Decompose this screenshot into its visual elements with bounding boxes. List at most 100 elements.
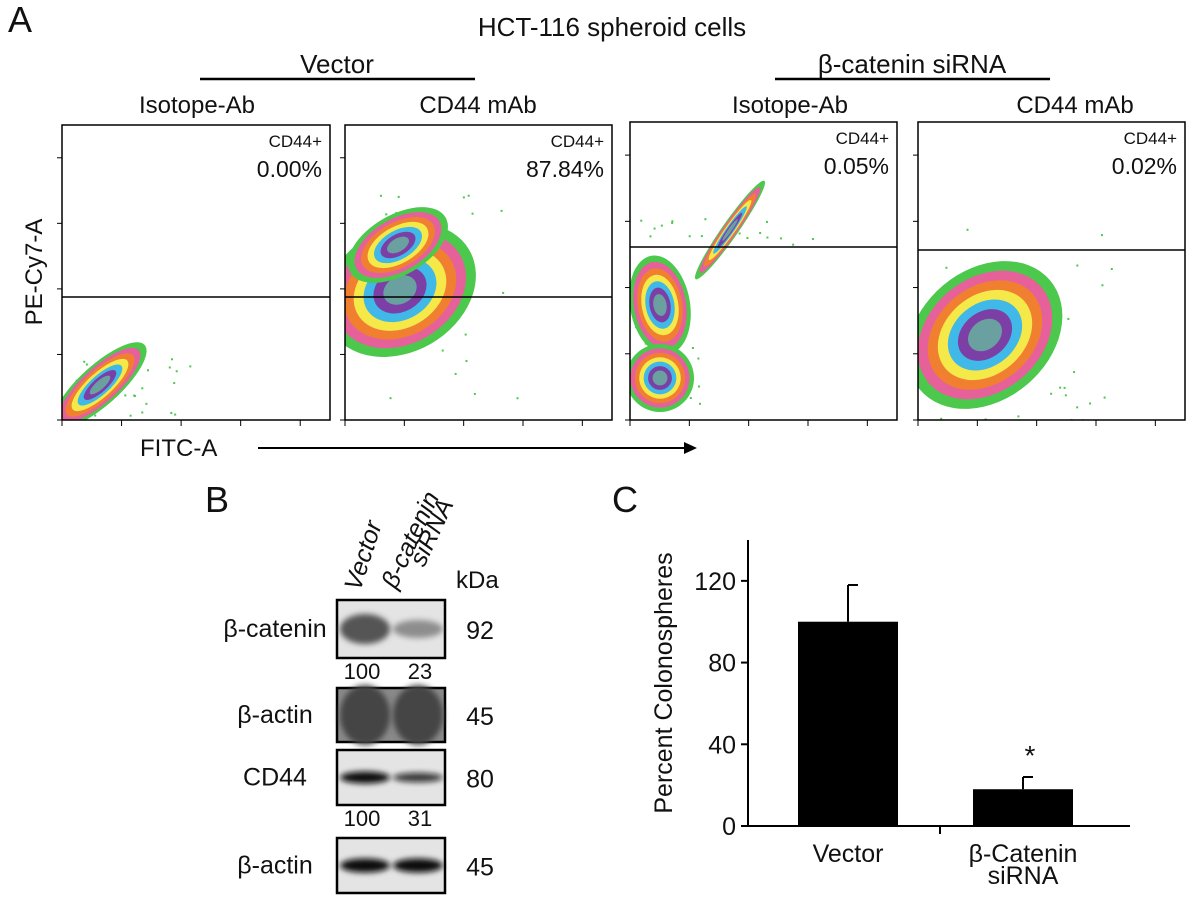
event-dot: [462, 196, 465, 199]
event-dot: [1064, 394, 1067, 397]
event-dot: [168, 366, 171, 369]
event-dot: [622, 265, 624, 267]
event-dot: [55, 355, 57, 357]
event-dot: [1076, 406, 1079, 409]
blot-band: [340, 685, 390, 745]
bar: [798, 621, 898, 826]
event-dot: [1076, 264, 1079, 267]
event-dot: [945, 266, 948, 269]
event-dot: [189, 365, 192, 368]
event-dot: [868, 274, 870, 276]
event-dot: [619, 324, 621, 326]
event-dot: [615, 219, 617, 221]
gate-percent: 87.84%: [526, 156, 604, 182]
plot-frame: [917, 121, 1186, 421]
event-dot: [671, 220, 674, 223]
event-dot: [881, 364, 883, 366]
bar-chart: 0 40 80 120: [694, 540, 1130, 841]
density-contour: [653, 294, 667, 316]
gate-percent: 0.00%: [257, 156, 322, 182]
event-dot: [1100, 234, 1103, 237]
event-dot: [129, 414, 132, 417]
event-dot: [697, 385, 700, 388]
event-dot: [59, 389, 61, 391]
event-dot: [688, 235, 691, 238]
event-dot: [811, 238, 814, 241]
event-dot: [313, 199, 315, 201]
event-dot: [792, 243, 795, 246]
event-dot: [465, 360, 468, 363]
y-tick-label: 120: [694, 568, 736, 596]
event-dot: [884, 430, 886, 432]
event-dot: [336, 269, 338, 271]
event-dot: [145, 402, 148, 405]
event-dot: [779, 237, 782, 240]
event-dot: [1103, 396, 1106, 399]
event-dot: [141, 411, 144, 414]
event-dot: [874, 239, 876, 241]
gate-label: CD44+: [1124, 129, 1177, 148]
x-tick-label: Vector: [812, 840, 884, 868]
event-dot: [700, 235, 703, 238]
event-dot: [640, 219, 643, 222]
event-dot: [124, 394, 127, 397]
event-dot: [633, 425, 635, 427]
event-dot: [901, 236, 903, 238]
plot-frame: [629, 121, 898, 421]
event-dot: [738, 232, 741, 235]
event-dot: [147, 369, 150, 372]
density: [11, 342, 192, 420]
event-dot: [379, 194, 382, 197]
event-dot: [11, 414, 13, 416]
error-bar: [847, 583, 858, 622]
event-dot: [141, 387, 144, 390]
density-contour: [967, 318, 1003, 352]
event-dot: [659, 432, 661, 434]
density-contour: [89, 375, 111, 395]
event-dot: [894, 295, 896, 297]
event-dot: [924, 435, 926, 437]
event-dot: [173, 382, 176, 385]
event-dot: [170, 358, 173, 361]
x-tick-label: β-Catenin siRNA: [968, 840, 1078, 890]
western-blot: β-catenin 92 100 23 β-actin 45 CD44 80 100 31 β-ac…: [223, 598, 494, 895]
event-dot: [746, 237, 749, 240]
event-dot: [649, 235, 652, 238]
blot-band: [340, 771, 390, 784]
event-dot: [704, 218, 707, 221]
event-dot: [133, 395, 136, 398]
density-contour: [722, 219, 738, 241]
y-axis-label: Percent Colonospheres: [650, 552, 678, 813]
gate-label: CD44+: [551, 132, 604, 151]
x-axis-label: FITC-A: [140, 435, 217, 462]
event-dot: [765, 220, 768, 223]
plot-label: CD44 mAb: [419, 92, 536, 119]
event-dot: [320, 325, 322, 327]
plot-frame: [344, 124, 613, 421]
gate-percent: 0.05%: [824, 153, 889, 179]
bar: [973, 789, 1073, 826]
event-dot: [174, 413, 177, 416]
event-dot: [696, 433, 698, 435]
density-contour: [387, 236, 409, 254]
event-dot: [40, 378, 42, 380]
blot-band: [393, 858, 443, 873]
gate-percent: 0.02%: [1112, 153, 1177, 179]
event-dot: [1050, 392, 1053, 395]
protein-label: β-actin: [237, 852, 313, 880]
y-tick-label: 40: [708, 731, 736, 759]
event-dot: [940, 417, 943, 420]
event-dot: [83, 360, 86, 363]
error-bar: [1022, 775, 1033, 790]
significance-mark: *: [1025, 740, 1036, 771]
event-dot: [1101, 284, 1104, 287]
event-dot: [441, 349, 444, 352]
event-dot: [1073, 371, 1076, 374]
event-dot: [984, 418, 987, 420]
event-dot: [863, 353, 865, 355]
quant-label: 100: [344, 659, 381, 684]
event-dot: [385, 213, 388, 216]
y-axis-label: PE-Cy7-A: [21, 219, 48, 326]
quant-label: 31: [408, 806, 432, 831]
